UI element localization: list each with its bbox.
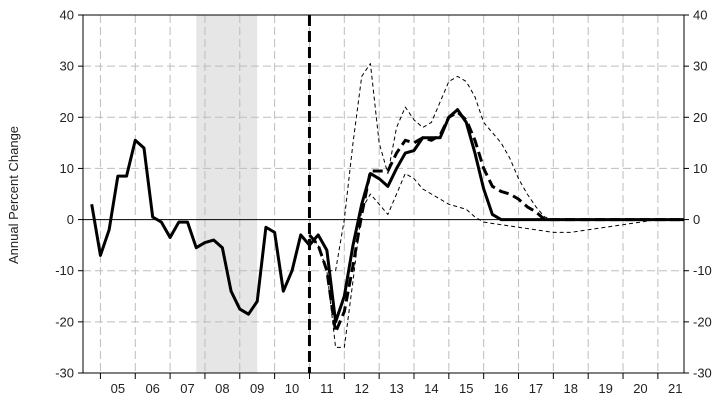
series-line-dashed-thin-lower: [309, 173, 684, 348]
plot-frame: [82, 14, 685, 374]
y-tick-label-right: 20: [693, 110, 707, 125]
y-tick-label-right: 0: [693, 212, 700, 227]
x-tick-label: 12: [354, 381, 368, 396]
y-tick-label-right: 10: [693, 161, 707, 176]
series-line-dashed-thick: [308, 110, 684, 334]
series-line-solid-thick: [90, 108, 684, 324]
x-tick-label: 18: [564, 381, 578, 396]
y-tick-label-right: 30: [693, 59, 707, 74]
x-tick-label: 15: [459, 381, 473, 396]
series-line-dashed-thin-upper: [309, 63, 684, 272]
y-tick-label-right: 40: [693, 8, 707, 23]
y-tick-label-left: 20: [60, 110, 74, 125]
x-tick-label: 07: [180, 381, 194, 396]
x-tick-label: 20: [633, 381, 647, 396]
y-tick-label-left: -20: [55, 314, 74, 329]
y-tick-label-left: -30: [55, 366, 74, 381]
y-tick-label-left: 10: [60, 161, 74, 176]
x-tick-label: 11: [320, 381, 334, 396]
x-tick-label: 05: [111, 381, 125, 396]
y-tick-label-right: -10: [693, 263, 712, 278]
x-tick-label: 14: [424, 381, 438, 396]
x-tick-label: 17: [529, 381, 543, 396]
y-tick-label-left: 0: [67, 212, 74, 227]
y-tick-label-left: 30: [60, 59, 74, 74]
x-tick-label: 10: [285, 381, 299, 396]
y-tick-label-right: -20: [693, 314, 712, 329]
x-tick-label: 09: [250, 381, 264, 396]
x-tick-label: 19: [598, 381, 612, 396]
x-tick-label: 08: [215, 381, 229, 396]
x-tick-label: 13: [389, 381, 403, 396]
x-tick-label: 16: [494, 381, 508, 396]
y-tick-label-left: 40: [60, 8, 74, 23]
x-tick-label: 21: [668, 381, 682, 396]
y-tick-label-left: -10: [55, 263, 74, 278]
y-axis-title: Annual Percent Change: [6, 126, 21, 264]
x-tick-label: 06: [145, 381, 159, 396]
grid: [83, 15, 684, 373]
y-tick-label-right: -30: [693, 366, 712, 381]
